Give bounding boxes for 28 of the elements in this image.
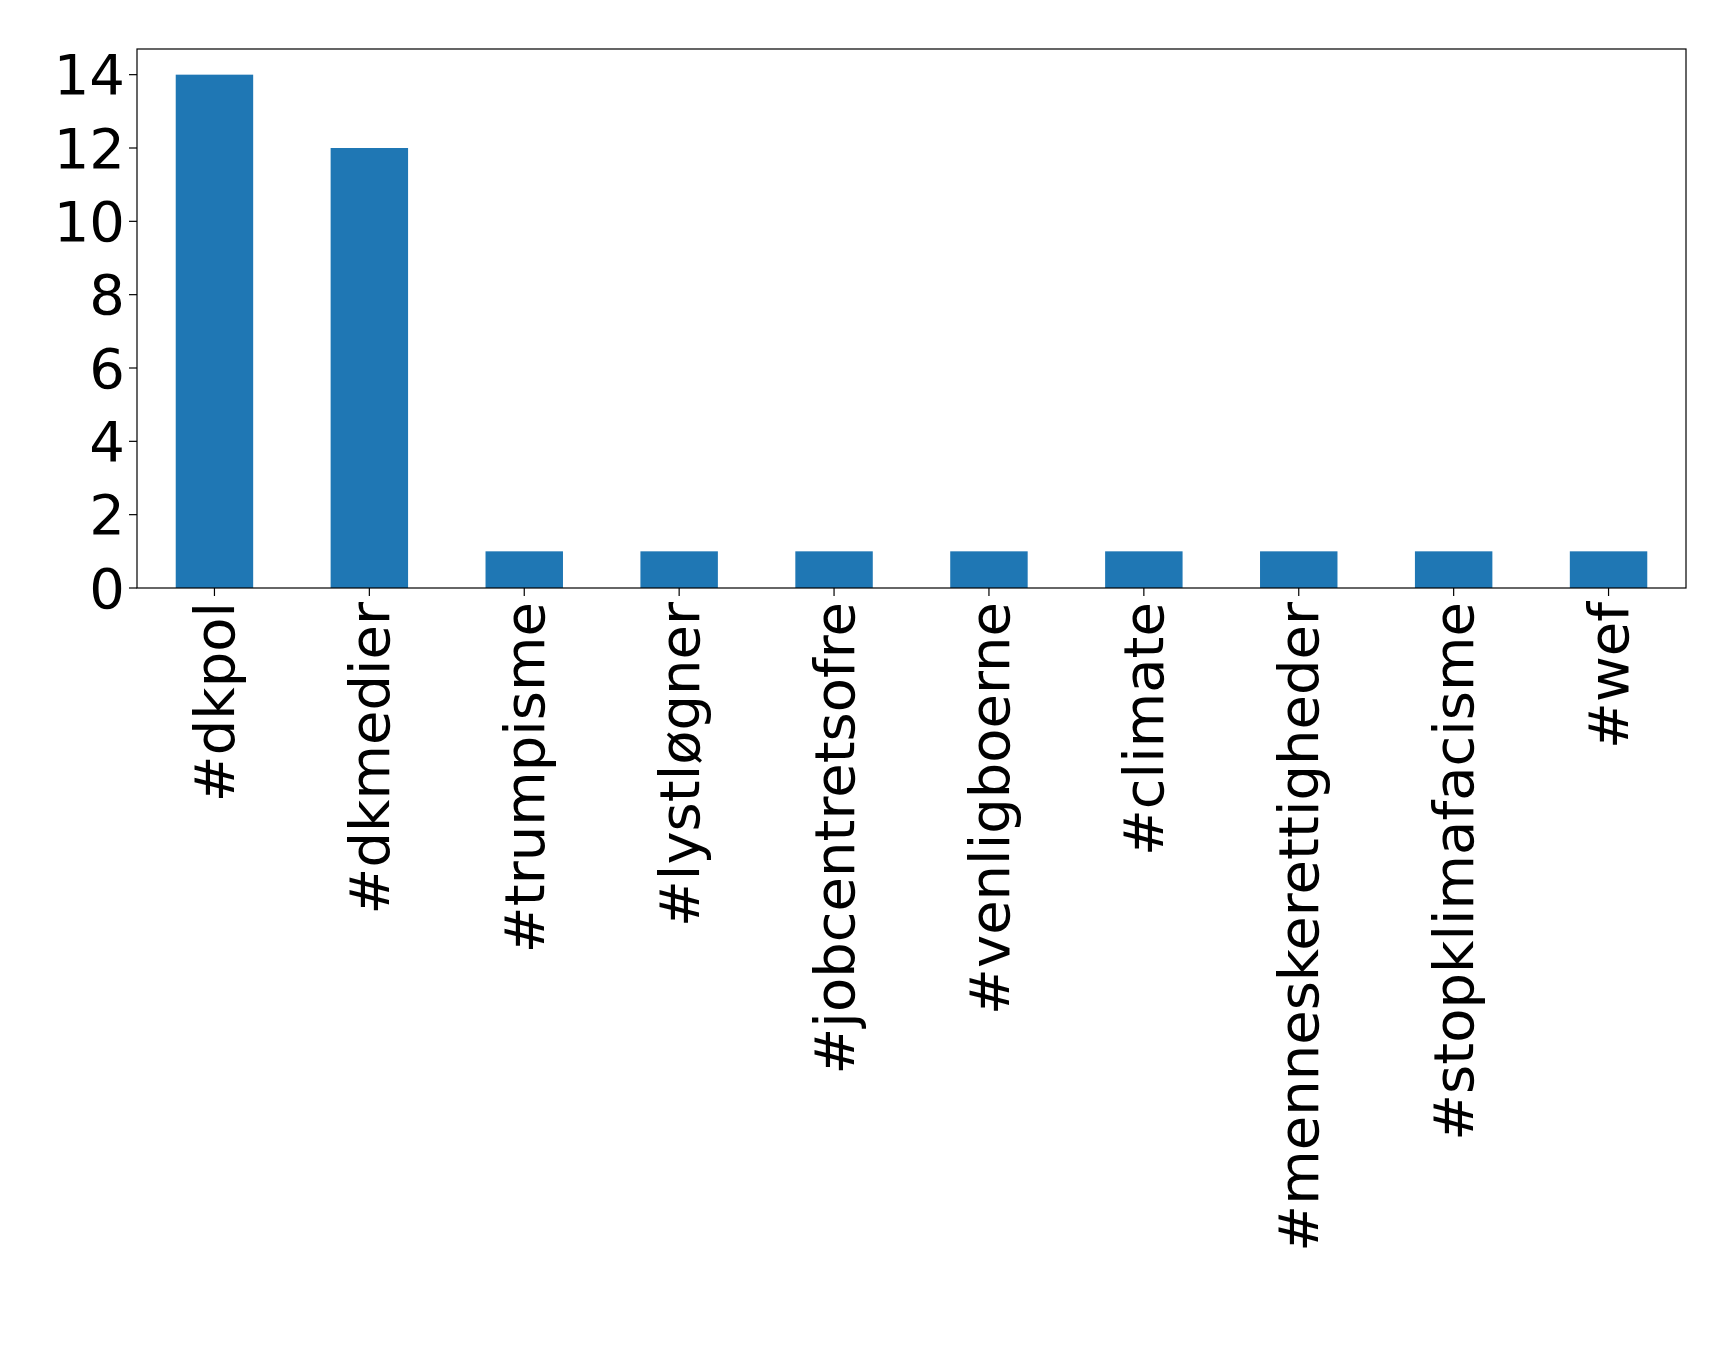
x-tick-label: #climate <box>1111 602 1177 857</box>
x-tick-label: #dkmedier <box>336 601 402 915</box>
bar <box>640 551 718 588</box>
x-tick-label: #dkpol <box>182 602 248 803</box>
x-tick-label: #venligboerne <box>956 602 1022 1015</box>
x-tick-label: #trumpisme <box>491 602 557 954</box>
x-tick-label: #lystløgner <box>646 601 712 928</box>
y-tick-label: 10 <box>53 188 125 254</box>
bar <box>485 551 563 588</box>
y-tick-label: 0 <box>89 555 125 621</box>
bar <box>1260 551 1338 588</box>
bar <box>795 551 873 588</box>
bar <box>1569 551 1648 588</box>
bar <box>330 148 409 588</box>
y-tick-label: 2 <box>89 482 125 548</box>
bar <box>950 551 1028 588</box>
x-tick-label: #wef <box>1576 600 1642 749</box>
y-tick-label: 14 <box>53 42 125 108</box>
bar <box>1105 551 1183 588</box>
y-tick-label: 8 <box>89 262 125 328</box>
bar <box>175 74 254 588</box>
bar <box>1414 551 1493 588</box>
y-tick-label: 12 <box>53 115 125 181</box>
x-tick-label: #jobcentretsofre <box>801 602 867 1075</box>
x-tick-label: #stopklimafacisme <box>1421 602 1487 1141</box>
y-tick-label: 4 <box>89 408 125 474</box>
x-tick-label: #menneskerettigheder <box>1266 601 1332 1252</box>
y-tick-label: 6 <box>89 335 125 401</box>
